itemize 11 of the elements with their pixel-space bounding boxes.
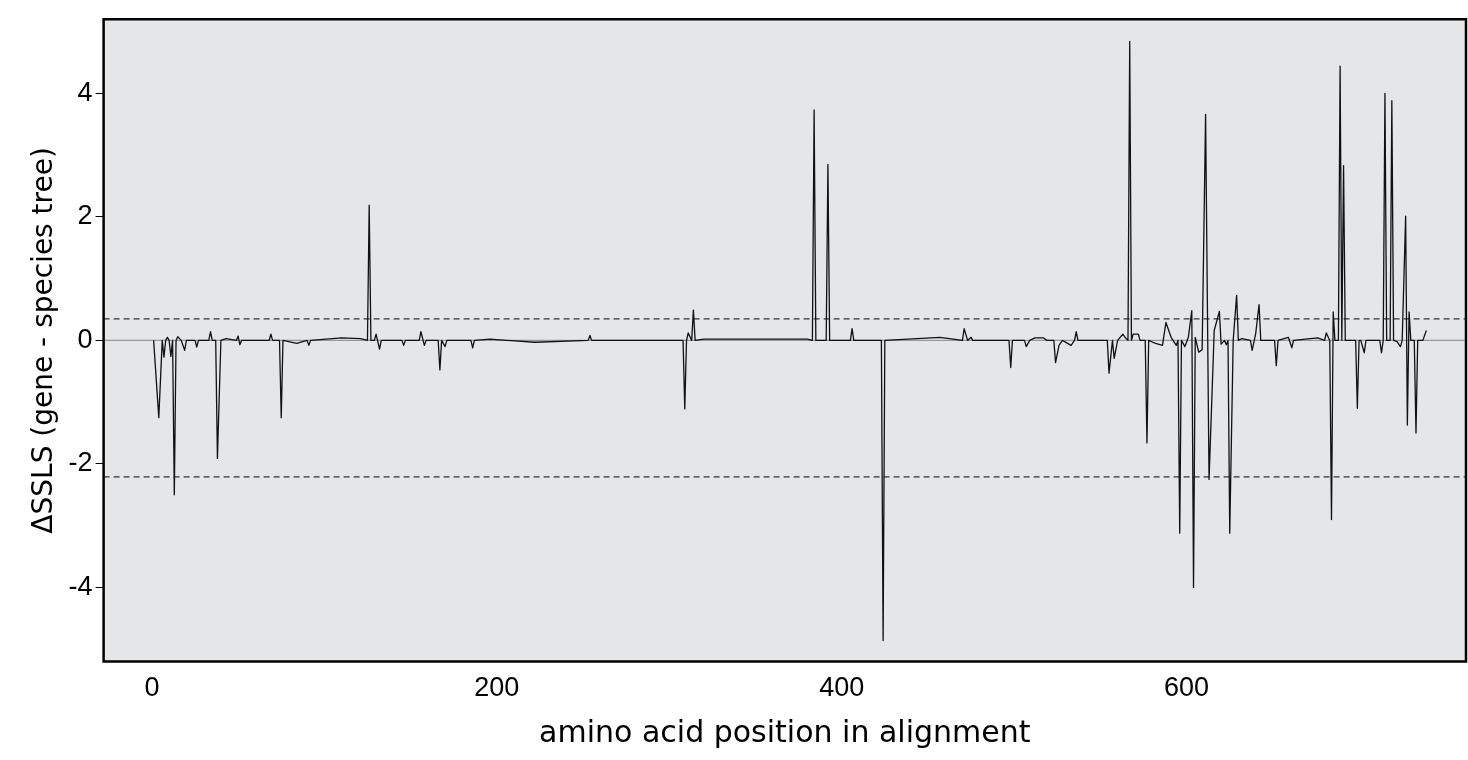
y-tick-label: 4 xyxy=(77,76,93,107)
x-tick-label: 200 xyxy=(474,672,520,703)
y-tick-label: 2 xyxy=(77,200,93,231)
y-tick-label: -2 xyxy=(68,447,93,478)
y-tick-label: 0 xyxy=(77,323,93,354)
y-axis-title: ΔSSLS (gene - species tree) xyxy=(26,147,60,534)
x-tick-label: 400 xyxy=(819,672,865,703)
y-tick-label: -4 xyxy=(68,570,93,601)
x-tick-label: 600 xyxy=(1164,672,1210,703)
x-tick-label: 0 xyxy=(144,672,160,703)
x-axis-title: amino acid position in alignment xyxy=(539,713,1031,749)
